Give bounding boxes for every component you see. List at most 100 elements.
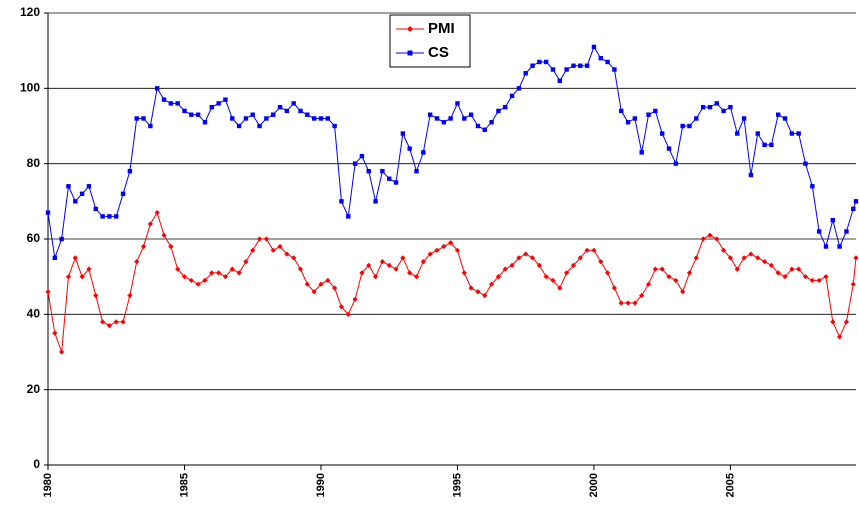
point [270, 247, 276, 253]
point [127, 169, 133, 174]
point [700, 104, 706, 110]
point [216, 270, 222, 276]
point [468, 112, 474, 117]
point [332, 123, 337, 129]
point [837, 244, 842, 249]
point [850, 281, 856, 287]
point [86, 266, 92, 272]
point [618, 300, 624, 306]
y-tick-label: 60 [27, 231, 41, 245]
point [298, 108, 303, 114]
y-tick-label: 40 [27, 307, 41, 321]
point [189, 112, 194, 117]
point [482, 292, 488, 299]
point [263, 236, 269, 242]
point [455, 101, 460, 106]
point [707, 232, 713, 238]
point [52, 330, 58, 336]
point [366, 262, 372, 268]
point [154, 86, 160, 91]
point [761, 259, 768, 265]
point [775, 270, 781, 276]
point [346, 214, 351, 219]
point [352, 296, 358, 302]
point [154, 210, 160, 216]
point [100, 214, 105, 219]
point [311, 289, 317, 295]
point [495, 274, 502, 280]
point [195, 281, 201, 287]
point [338, 304, 345, 310]
point [175, 266, 181, 272]
point [516, 255, 522, 261]
point [823, 244, 829, 249]
point [748, 251, 754, 257]
point [707, 104, 713, 110]
point [188, 277, 194, 284]
point [687, 123, 692, 129]
point [502, 266, 508, 272]
point [693, 255, 699, 261]
point [666, 146, 672, 151]
point [175, 101, 180, 106]
point [305, 112, 310, 117]
x-tick-label: 2000 [588, 473, 600, 497]
point [536, 262, 542, 268]
point [578, 63, 583, 68]
point [844, 229, 849, 234]
point [427, 251, 433, 257]
point [454, 247, 461, 253]
point [789, 131, 795, 136]
legend-marker [407, 50, 413, 56]
point [127, 292, 133, 299]
point [318, 281, 324, 287]
point [611, 285, 618, 291]
point [714, 101, 719, 106]
point [52, 255, 58, 261]
point [407, 146, 412, 151]
point [570, 262, 577, 268]
point [728, 104, 733, 110]
point [462, 116, 467, 121]
point [557, 285, 563, 291]
point [147, 221, 153, 227]
point [598, 259, 604, 265]
point [297, 266, 304, 272]
point [93, 292, 99, 299]
point [380, 169, 385, 174]
x-tick-label: 1990 [315, 473, 327, 497]
point [345, 311, 351, 317]
point [271, 112, 276, 117]
point [782, 274, 788, 280]
point [257, 123, 262, 129]
point [140, 243, 147, 250]
legend-label: CS [428, 44, 449, 61]
point [509, 262, 515, 268]
point [134, 259, 140, 265]
point [639, 292, 645, 299]
point [632, 116, 638, 121]
point [427, 112, 433, 117]
point [161, 232, 167, 238]
point [114, 214, 119, 219]
point [625, 300, 631, 306]
point [379, 259, 385, 265]
point [318, 116, 324, 121]
point [93, 206, 98, 212]
point [250, 247, 256, 253]
point [768, 262, 774, 268]
x-tick-label: 1980 [42, 473, 54, 497]
point [796, 266, 802, 272]
legend-label: PMI [428, 20, 455, 37]
point [571, 63, 576, 68]
point [325, 116, 330, 121]
point [509, 93, 515, 99]
point [802, 274, 809, 280]
point [223, 97, 228, 102]
point [372, 274, 379, 280]
point [523, 71, 528, 76]
point [612, 67, 617, 72]
point [529, 255, 536, 261]
point [73, 199, 78, 204]
